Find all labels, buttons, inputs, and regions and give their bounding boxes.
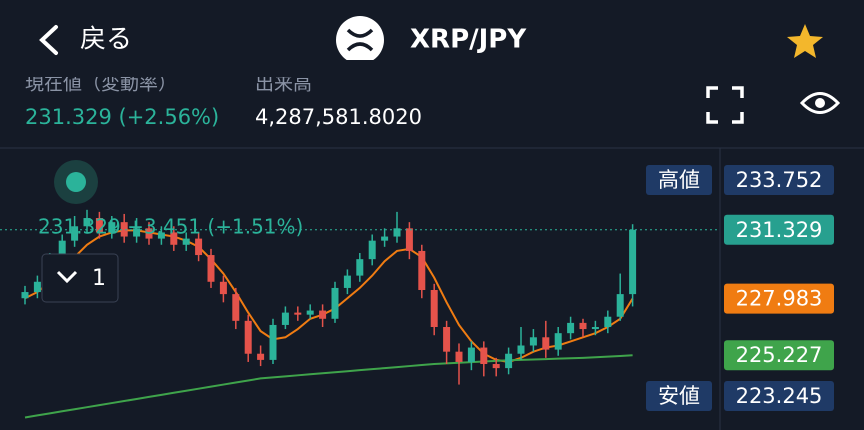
candle-body [157,232,165,239]
candle-body [83,218,91,227]
candle-body [542,337,550,350]
header-mask [0,60,700,77]
candle-body [170,232,178,245]
candle-body [405,228,413,251]
price-tag-value: 227.983 [736,287,823,311]
candle-body [95,218,103,233]
candle-body [480,347,488,365]
interval-value: 1 [92,266,106,291]
candle-body [591,327,599,330]
candle-body [319,310,327,319]
candle-body [604,316,612,328]
price-tag-label: 高値 [658,168,700,192]
eye-pupil [815,98,825,108]
price-tag [724,214,834,245]
candle-body [331,287,339,319]
current-price: 231.329 (+2.56%) [25,105,219,129]
candle-body [467,347,475,362]
moving-average-line [24,354,633,419]
candle-body [58,240,66,260]
fullscreen-button[interactable] [706,86,744,124]
volume: 4,287,581.8020 [255,105,422,129]
visibility-button[interactable] [799,92,841,114]
price-tag [724,164,834,195]
price-tag [724,380,834,411]
candle-body [393,228,401,237]
plot [0,209,720,419]
price-tag-value: 223.245 [736,384,823,408]
back-label: 戻る [80,25,132,55]
candle-body [207,255,215,282]
price-tag-label-box [646,380,712,411]
candle-body [71,226,79,241]
candle-body [257,353,265,360]
candle-body [517,345,525,354]
candle-body [108,222,116,233]
interval-selector[interactable]: 1 [41,253,119,303]
favorite-star[interactable] [787,24,823,58]
candle-body [145,228,153,239]
price-tag-value: 233.752 [736,168,823,192]
candle-body [232,294,240,321]
candle-body [244,320,252,354]
pulse-dot [66,172,86,192]
candle-body [306,310,314,315]
candle-body [455,351,463,362]
price-label: 現在値（変動率） [25,73,177,95]
candle-body [567,322,575,334]
candle-body [430,290,438,328]
candle-body [195,238,203,256]
price-tag-label: 安値 [658,384,700,408]
candle-body [443,327,451,352]
back-button[interactable]: 戻る [39,25,132,55]
candle-body [356,259,364,276]
candle-body [269,324,277,360]
candle-body [343,275,351,288]
candle-body [505,353,513,369]
candle-body [418,250,426,290]
price-tag [724,340,834,371]
quote-overlay: 231.329 +3.451 (+1.51%) [38,215,303,239]
price-tag-value: 231.329 [736,218,823,242]
candle-body [616,294,624,317]
eye-icon [799,92,841,114]
candle-body [529,337,537,346]
candle-body [629,229,637,295]
pair-title: XRP/JPY [410,25,527,55]
candle-body [381,236,389,241]
candle-body [33,281,41,293]
interval-box [41,253,119,303]
candle-body [21,292,29,299]
volume-label: 出来高 [255,73,312,95]
candle-body [182,238,190,245]
price-tag-label-box [646,164,712,195]
candle-body [368,240,376,260]
candle-body [579,322,587,330]
candle-body [133,228,141,237]
coin-logo-mark [346,28,374,52]
candle-body [554,333,562,350]
back-icon [39,25,58,55]
candle-body [219,281,227,295]
chart-overlay: 231.329 +3.451 (+1.51%) 1 [38,160,303,303]
interval-chevron [56,270,78,284]
coin-logo [336,16,384,64]
price-tag-value: 225.227 [736,343,823,367]
candle-body [492,364,500,369]
candle-body [281,312,289,325]
candle-body [120,222,128,237]
candle-body [294,312,302,315]
price-tag [724,283,834,314]
